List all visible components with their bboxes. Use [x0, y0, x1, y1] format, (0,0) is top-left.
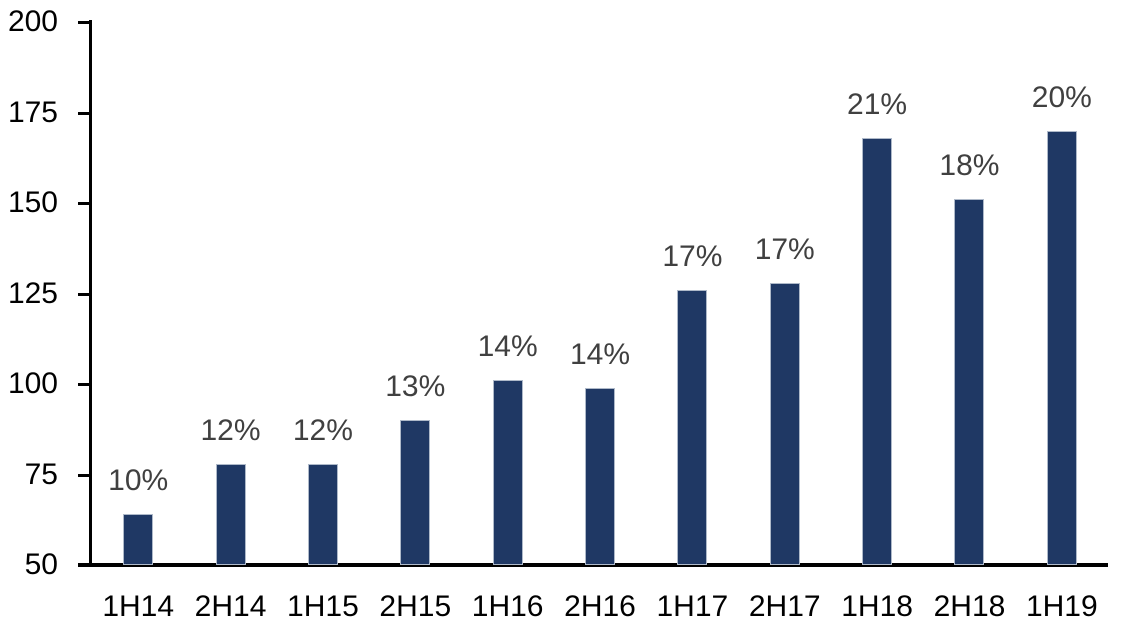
bar-2H15 — [400, 420, 431, 565]
x-axis-tick-label: 1H16 — [471, 590, 544, 623]
bar-data-label: 12% — [200, 413, 261, 447]
bar-data-label: 13% — [385, 370, 446, 404]
bar-data-label: 14% — [569, 337, 631, 371]
bar-1H19 — [1046, 130, 1077, 565]
x-axis-tick-label: 2H18 — [933, 590, 1006, 623]
x-axis-tick-label: 2H14 — [194, 590, 267, 623]
y-axis-tick-label: 50 — [24, 548, 58, 581]
y-axis-tick-mark — [78, 473, 91, 477]
y-axis-tick-label: 100 — [7, 367, 58, 400]
bar-data-label: 17% — [754, 232, 815, 266]
y-axis-tick-label: 125 — [7, 276, 58, 310]
bar-data-label: 17% — [662, 239, 723, 273]
x-axis-tick-label: 2H15 — [379, 590, 452, 623]
bar-2H14 — [215, 463, 246, 565]
bar-data-label: 12% — [292, 413, 353, 447]
bar-1H16 — [492, 380, 523, 565]
y-axis-tick-label: 150 — [7, 186, 58, 219]
bar-1H17 — [677, 289, 708, 565]
bar-data-label: 14% — [477, 330, 538, 364]
bar-data-label: 21% — [847, 87, 908, 121]
bar-2H16 — [585, 387, 615, 565]
x-axis-tick-label: 1H15 — [287, 590, 359, 623]
y-axis-tick-mark — [78, 21, 91, 24]
x-axis-line — [78, 563, 1108, 567]
y-axis-tick-label: 175 — [7, 95, 58, 129]
bar-2H18 — [954, 199, 985, 565]
y-axis-tick-mark — [78, 202, 91, 205]
x-axis-tick-label: 1H14 — [102, 590, 175, 623]
y-axis-tick-mark — [78, 292, 91, 296]
y-axis-tick-label: 75 — [24, 457, 58, 491]
x-axis-tick-label: 2H16 — [564, 590, 636, 623]
x-axis-tick-label: 1H19 — [1025, 590, 1098, 623]
bar-1H15 — [307, 463, 338, 565]
bar-data-label: 10% — [108, 464, 169, 498]
x-axis-tick-label: 1H17 — [656, 590, 729, 623]
bar-1H18 — [862, 137, 893, 565]
y-axis-tick-mark — [78, 383, 91, 386]
bar-1H14 — [123, 514, 154, 565]
bar-2H17 — [769, 282, 800, 565]
x-axis-tick-label: 2H17 — [748, 590, 821, 623]
x-axis-tick-label: 1H18 — [841, 590, 913, 623]
bar-data-label: 20% — [1031, 80, 1092, 114]
y-axis-tick-label: 200 — [7, 5, 58, 38]
y-axis-tick-mark — [78, 111, 91, 115]
y-axis-tick-mark — [78, 564, 91, 567]
bar-data-label: 18% — [939, 149, 1000, 183]
